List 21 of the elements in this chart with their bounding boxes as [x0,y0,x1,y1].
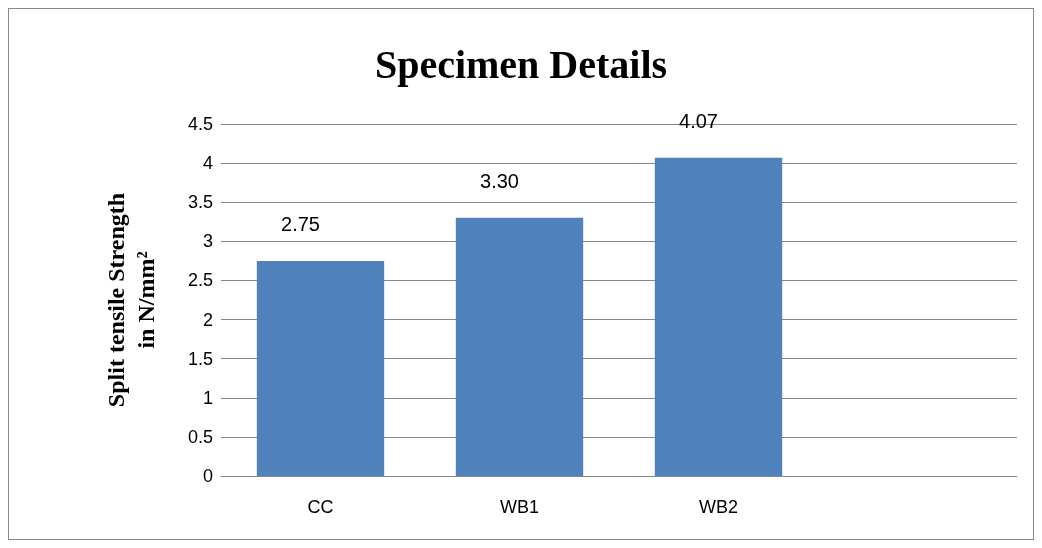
data-label: 4.07 [679,109,718,132]
bar [654,157,783,476]
y-tick-label: 3.5 [187,192,213,213]
bar [256,260,385,476]
x-tick-label: WB1 [499,497,540,517]
y-tick-label: 4.5 [187,114,213,134]
x-tick-label: CC [307,497,334,517]
y-tick-label: 0 [202,466,213,486]
data-label: 2.75 [281,212,320,235]
y-tick-label: 3 [202,231,213,252]
y-axis-title: Split tensile Strength in N/mm² [103,192,159,408]
bar [455,217,584,476]
data-label: 3.30 [480,169,519,192]
y-tick-label: 1 [202,387,213,408]
y-tick-label: 0.5 [187,426,213,447]
x-tick-label: WB2 [698,497,739,517]
y-tick-label: 2.5 [187,270,213,291]
y-tick-label: 1.5 [187,348,213,369]
y-tick-label: 4 [202,153,213,174]
chart-title: Specimen Details [374,41,668,87]
y-tick-label: 2 [202,309,213,330]
